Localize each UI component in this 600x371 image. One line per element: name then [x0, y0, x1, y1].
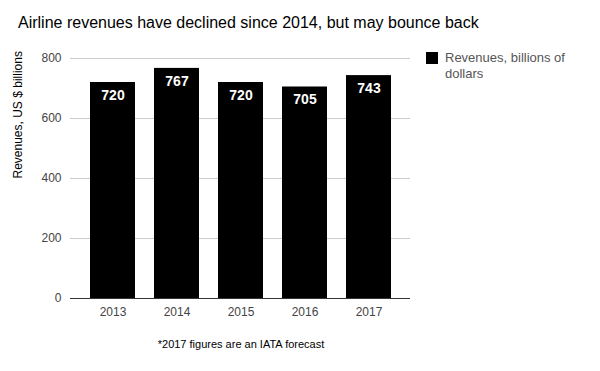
svg-text:2014: 2014 [164, 305, 191, 319]
svg-text:2015: 2015 [228, 305, 255, 319]
svg-text:767: 767 [165, 73, 189, 89]
html-text:*2017 figures are an IATA fore: *2017 figures are an IATA forecast [157, 338, 325, 350]
svg-text:705: 705 [293, 91, 317, 107]
svg-text:800: 800 [41, 51, 61, 65]
svg-text:720: 720 [101, 87, 125, 103]
svg-text:720: 720 [229, 87, 253, 103]
svg-text:2013: 2013 [100, 305, 127, 319]
svg-text:Revenues, US $ billions: Revenues, US $ billions [11, 51, 25, 178]
svg-text:200: 200 [41, 231, 61, 245]
svg-text:2016: 2016 [292, 305, 319, 319]
html-text:Revenues, billions of dollars: Revenues, billions of dollars [445, 50, 565, 81]
svg-text:600: 600 [41, 111, 61, 125]
svg-text:2017: 2017 [356, 305, 383, 319]
svg-text:400: 400 [41, 171, 61, 185]
svg-text:0: 0 [55, 291, 62, 305]
svg-text:743: 743 [357, 80, 381, 96]
html-text:Airline revenues have declined: Airline revenues have declined since 201… [18, 14, 479, 31]
